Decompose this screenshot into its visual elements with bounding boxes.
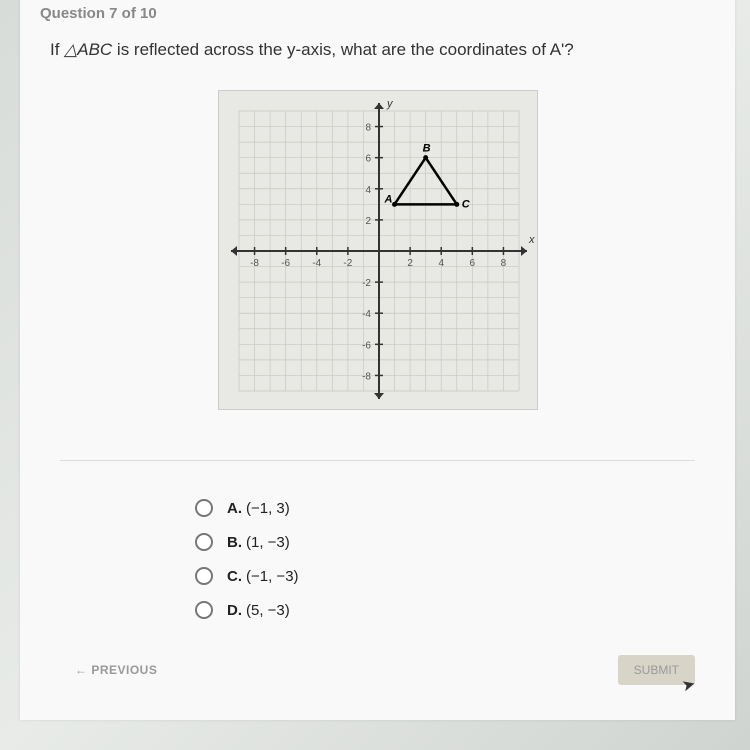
radio-icon xyxy=(195,567,213,585)
svg-text:-6: -6 xyxy=(362,340,371,351)
svg-text:6: 6 xyxy=(469,258,475,269)
radio-icon xyxy=(195,499,213,517)
question-text: If △ABC is reflected across the y-axis, … xyxy=(20,30,735,80)
svg-text:B: B xyxy=(422,143,430,155)
coordinate-grid: -8 -6 -4 -2 2 4 6 8 -8 -6 -4 -2 2 4 6 8 x y A B C xyxy=(218,90,538,410)
svg-text:4: 4 xyxy=(365,185,371,196)
svg-text:-2: -2 xyxy=(362,278,371,289)
divider xyxy=(60,460,695,461)
option-a[interactable]: A.(−1, 3) xyxy=(195,491,735,525)
svg-text:6: 6 xyxy=(365,154,371,165)
svg-text:-6: -6 xyxy=(281,258,290,269)
svg-text:8: 8 xyxy=(365,123,371,134)
footer: ← PREVIOUS SUBMIT xyxy=(20,647,735,690)
svg-text:-4: -4 xyxy=(312,258,321,269)
svg-text:2: 2 xyxy=(365,216,371,227)
option-label: C.(−1, −3) xyxy=(227,568,299,585)
option-label: A.(−1, 3) xyxy=(227,500,290,517)
page-container: Question 7 of 10 If △ABC is reflected ac… xyxy=(20,0,735,720)
options-list: A.(−1, 3) B.(1, −3) C.(−1, −3) D.(5, −3) xyxy=(20,481,735,647)
chart-container: -8 -6 -4 -2 2 4 6 8 -8 -6 -4 -2 2 4 6 8 x y A B C xyxy=(20,80,735,440)
radio-icon xyxy=(195,533,213,551)
svg-text:A: A xyxy=(383,193,392,205)
option-label: B.(1, −3) xyxy=(227,534,290,551)
svg-text:8: 8 xyxy=(500,258,506,269)
svg-text:-2: -2 xyxy=(343,258,352,269)
svg-text:x: x xyxy=(528,234,535,246)
grid-svg: -8 -6 -4 -2 2 4 6 8 -8 -6 -4 -2 2 4 6 8 x y A B C xyxy=(219,91,539,411)
svg-text:-8: -8 xyxy=(362,371,371,382)
question-progress: Question 7 of 10 xyxy=(20,0,735,30)
svg-text:C: C xyxy=(461,198,470,210)
svg-text:y: y xyxy=(386,98,394,110)
question-prefix: If xyxy=(50,40,64,59)
previous-button[interactable]: ← PREVIOUS xyxy=(75,663,157,677)
svg-text:2: 2 xyxy=(407,258,413,269)
option-c[interactable]: C.(−1, −3) xyxy=(195,559,735,593)
question-suffix: is reflected across the y-axis, what are… xyxy=(112,40,574,59)
option-label: D.(5, −3) xyxy=(227,602,290,619)
option-d[interactable]: D.(5, −3) xyxy=(195,593,735,627)
svg-text:-4: -4 xyxy=(362,309,371,320)
radio-icon xyxy=(195,601,213,619)
svg-text:-8: -8 xyxy=(250,258,259,269)
triangle-symbol: △ABC xyxy=(64,40,112,59)
option-b[interactable]: B.(1, −3) xyxy=(195,525,735,559)
svg-text:4: 4 xyxy=(438,258,444,269)
